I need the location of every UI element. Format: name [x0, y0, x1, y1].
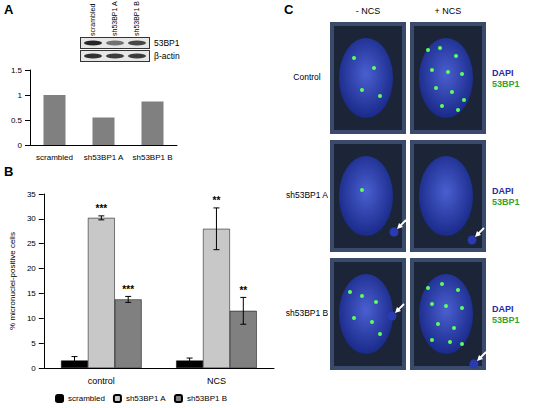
html-text:A: A	[4, 2, 14, 17]
svg-text:1: 1	[18, 91, 23, 100]
svg-text:35: 35	[27, 190, 36, 199]
html-text:Control: Control	[293, 72, 321, 82]
svg-text:**: **	[213, 195, 221, 206]
html-text:- NCS: - NCS	[355, 6, 381, 16]
html-text:sh53BP1 B: sh53BP1 B	[133, 1, 140, 36]
svg-text:0: 0	[31, 364, 36, 373]
html-text:B: B	[4, 164, 14, 179]
svg-text:**: **	[239, 285, 247, 296]
svg-text:0.5: 0.5	[11, 116, 23, 125]
html-text:sh53BP1 A: sh53BP1 A	[111, 1, 118, 36]
svg-text:sh53BP1 B: sh53BP1 B	[132, 153, 172, 162]
svg-text:sh53BP1 A: sh53BP1 A	[84, 153, 124, 162]
svg-text:***: ***	[122, 284, 134, 295]
html-text:sh53BP1 A: sh53BP1 A	[286, 190, 328, 200]
svg-text:sh53BP1 A: sh53BP1 A	[126, 394, 166, 403]
svg-text:20: 20	[27, 264, 36, 273]
html-text:scrambled: scrambled	[89, 3, 96, 36]
svg-text:NCS: NCS	[207, 376, 226, 386]
svg-text:25: 25	[27, 239, 36, 248]
html-text:53BP1: 53BP1	[154, 38, 180, 48]
svg-text:15: 15	[27, 289, 36, 298]
html-text:DAPI: DAPI	[492, 304, 514, 314]
html-text:β-actin: β-actin	[154, 51, 180, 61]
svg-text:% micronuclei-positive cells: % micronuclei-positive cells	[8, 232, 17, 330]
html-text:C: C	[284, 2, 294, 17]
html-text:53BP1: 53BP1	[492, 197, 520, 207]
html-text:+ NCS: + NCS	[434, 6, 462, 16]
html-text:53BP1: 53BP1	[492, 79, 520, 89]
svg-text:***: ***	[96, 203, 108, 214]
svg-text:10: 10	[27, 314, 36, 323]
svg-text:0: 0	[18, 141, 23, 150]
svg-text:5: 5	[31, 339, 36, 348]
svg-text:scrambled: scrambled	[36, 153, 73, 162]
svg-text:scrambled: scrambled	[68, 394, 105, 403]
html-text:DAPI: DAPI	[492, 186, 514, 196]
svg-text:sh53BP1 B: sh53BP1 B	[187, 394, 227, 403]
svg-text:1.5: 1.5	[11, 66, 23, 75]
svg-text:control: control	[88, 376, 115, 386]
html-text:DAPI: DAPI	[492, 68, 514, 78]
html-text:53BP1: 53BP1	[492, 315, 520, 325]
svg-text:30: 30	[27, 214, 36, 223]
html-text:sh53BP1 B: sh53BP1 B	[285, 308, 329, 318]
